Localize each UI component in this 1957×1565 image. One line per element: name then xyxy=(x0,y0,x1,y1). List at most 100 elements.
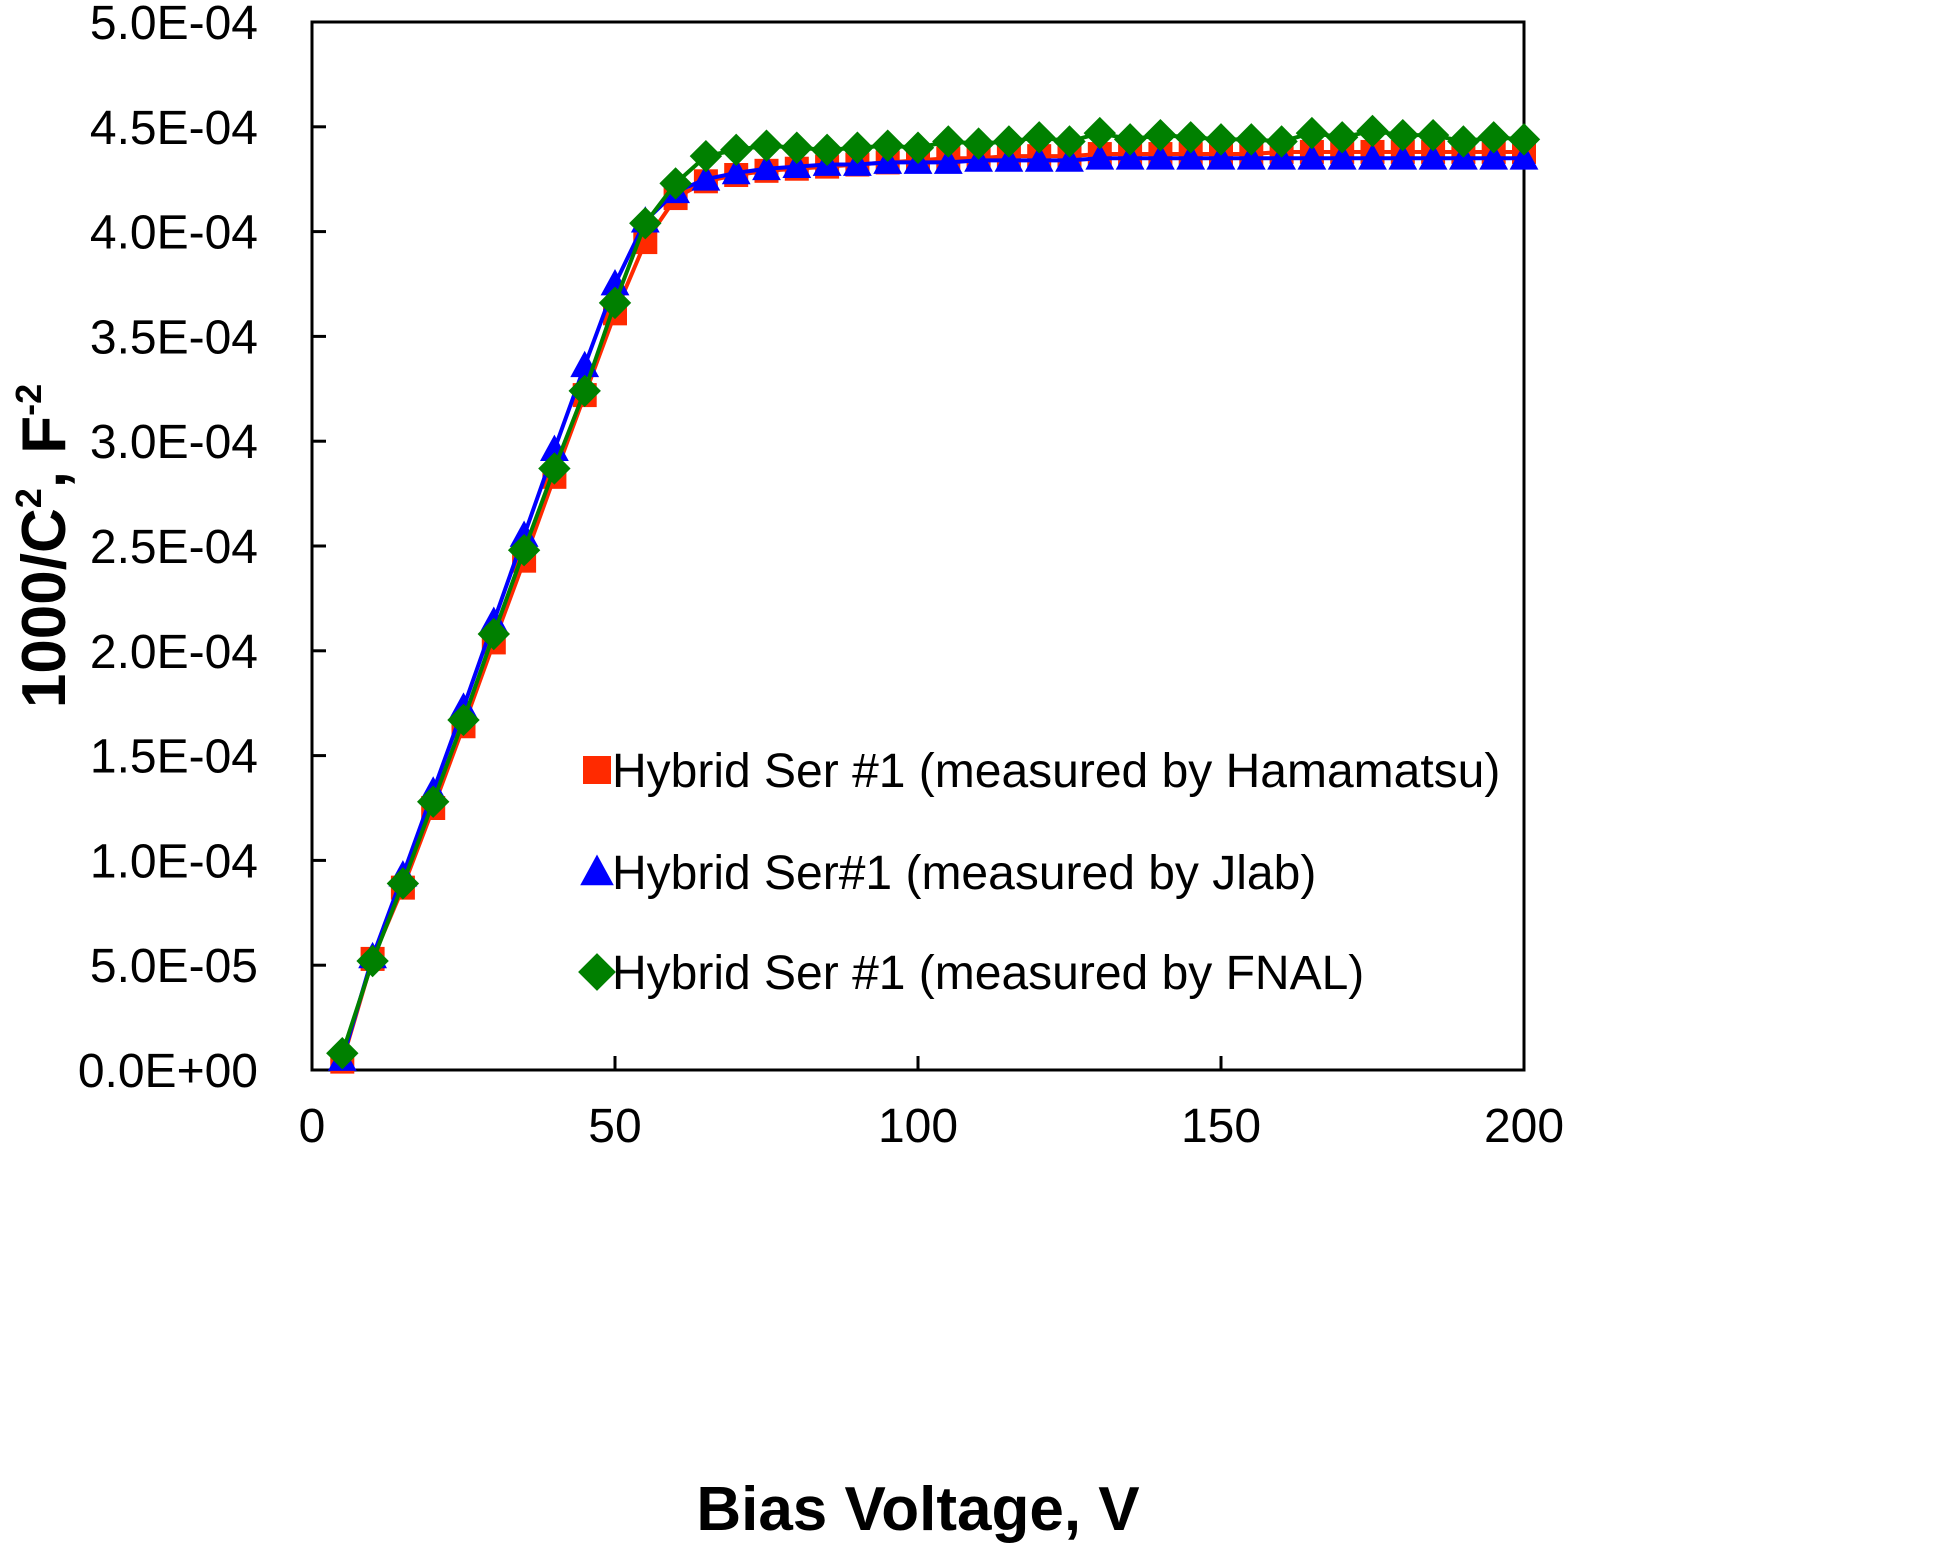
data-point xyxy=(1146,143,1175,170)
data-point xyxy=(1055,145,1084,172)
data-point xyxy=(1416,118,1450,152)
data-point xyxy=(1236,143,1266,170)
data-point xyxy=(1053,125,1086,158)
data-point xyxy=(1144,118,1177,152)
x-tick-label: 200 xyxy=(1484,1100,1564,1153)
series-line xyxy=(340,156,1524,1061)
legend-label: Hybrid Ser #1 (measured by Hamamatsu) xyxy=(612,745,1500,798)
data-point xyxy=(841,131,874,164)
y-tick-label: 4.5E-04 xyxy=(90,102,258,155)
data-point xyxy=(1206,143,1236,170)
data-point xyxy=(326,1037,359,1070)
data-point xyxy=(356,944,389,978)
series-layer xyxy=(326,114,1541,1074)
y-tick-label: 5.0E-04 xyxy=(90,0,258,50)
data-point xyxy=(1297,143,1327,170)
data-point xyxy=(659,167,692,200)
x-tick-label: 0 xyxy=(299,1100,326,1153)
data-point xyxy=(1085,143,1115,170)
y-axis-ticks: 0.0E+00 5.0E-05 1.0E-04 1.5E-04 2.0E-04 2.5E-… xyxy=(78,0,326,1098)
data-point xyxy=(782,151,812,179)
y-tick-label: 5.0E-05 xyxy=(90,940,258,993)
data-point xyxy=(871,129,904,162)
data-point xyxy=(1024,145,1054,172)
y-tick-label: 1.5E-04 xyxy=(90,731,258,784)
legend-item: Hybrid Ser#1 (measured by Jlab) xyxy=(580,847,1316,900)
data-point xyxy=(780,131,813,164)
x-tick-label: 50 xyxy=(588,1100,641,1153)
x-tick-label: 100 xyxy=(878,1100,958,1153)
data-point xyxy=(1479,143,1509,170)
data-point xyxy=(752,153,781,181)
data-point xyxy=(994,145,1024,172)
y-tick-label: 0.0E+00 xyxy=(78,1045,258,1098)
data-point xyxy=(933,147,963,174)
data-point xyxy=(1265,125,1298,158)
data-point xyxy=(689,139,723,173)
data-point xyxy=(750,129,783,162)
data-point xyxy=(1235,123,1268,156)
data-point xyxy=(721,157,751,185)
data-point xyxy=(568,374,601,408)
data-point xyxy=(507,533,541,567)
series-line xyxy=(340,149,1524,1063)
legend-marker xyxy=(580,854,614,886)
data-point xyxy=(1356,114,1389,148)
y-axis-title-sup2: -2 xyxy=(8,384,49,416)
legend-marker xyxy=(578,953,616,991)
y-axis-title-main: 1000/C xyxy=(10,508,79,708)
data-point xyxy=(1447,125,1480,158)
data-point xyxy=(1113,123,1147,156)
data-point xyxy=(720,133,753,167)
data-point xyxy=(962,127,995,160)
data-point xyxy=(1295,116,1329,150)
legend: Hybrid Ser #1 (measured by Hamamatsu) Hyb… xyxy=(578,745,1500,1000)
data-point xyxy=(1358,143,1387,170)
data-point xyxy=(1509,143,1539,170)
data-point xyxy=(447,703,480,737)
data-point xyxy=(598,286,632,320)
data-point xyxy=(1326,121,1359,154)
data-point xyxy=(992,125,1026,158)
x-tick-label: 150 xyxy=(1181,1100,1261,1153)
y-tick-label: 1.0E-04 xyxy=(90,835,258,888)
legend-marker xyxy=(583,756,611,784)
data-point xyxy=(932,125,965,158)
legend-item: Hybrid Ser #1 (measured by FNAL) xyxy=(578,947,1364,1000)
data-point xyxy=(1083,116,1116,150)
data-point xyxy=(1507,123,1541,156)
data-point xyxy=(1388,143,1418,170)
x-axis-title: Bias Voltage, V xyxy=(696,1475,1139,1544)
series-line xyxy=(340,128,1525,1054)
legend-item: Hybrid Ser #1 (measured by Hamamatsu) xyxy=(583,745,1500,798)
y-axis-title-sup1: 2 xyxy=(8,488,49,508)
data-point xyxy=(417,785,450,818)
data-point xyxy=(901,131,935,164)
series-diamond xyxy=(326,114,1541,1070)
data-point xyxy=(1327,143,1357,170)
y-tick-label: 2.5E-04 xyxy=(90,521,258,574)
data-point xyxy=(386,867,420,900)
data-point xyxy=(538,452,571,485)
y-axis-title-mid: , F xyxy=(10,416,79,488)
data-point xyxy=(1386,118,1419,152)
data-point xyxy=(1204,123,1238,156)
data-point xyxy=(1176,143,1206,170)
data-point xyxy=(477,617,510,651)
plot-area xyxy=(310,20,1526,1072)
y-tick-label: 4.0E-04 xyxy=(90,207,258,260)
data-point xyxy=(1477,121,1510,154)
data-point xyxy=(629,207,662,240)
data-point xyxy=(691,164,721,191)
y-tick-label: 3.0E-04 xyxy=(90,416,258,469)
legend-label: Hybrid Ser#1 (measured by Jlab) xyxy=(612,847,1316,900)
y-tick-label: 2.0E-04 xyxy=(90,626,258,679)
y-axis-title: 1000/C2, F-2 xyxy=(8,384,79,708)
data-point xyxy=(1023,121,1056,154)
data-point xyxy=(509,520,539,547)
data-point xyxy=(1115,143,1145,170)
data-point xyxy=(1418,143,1448,170)
y-tick-label: 3.5E-04 xyxy=(90,311,258,364)
legend-label: Hybrid Ser #1 (measured by FNAL) xyxy=(612,947,1364,1000)
